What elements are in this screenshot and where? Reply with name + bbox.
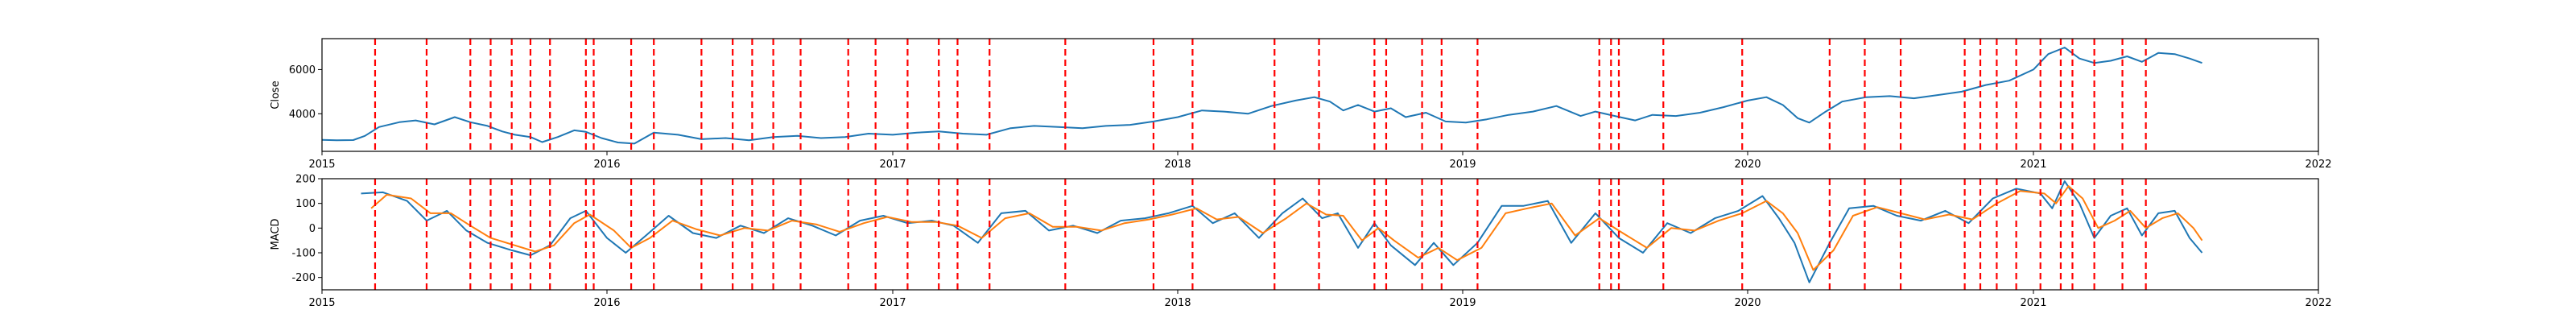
x-tick-label-7: 2022 — [2305, 297, 2331, 309]
x-tick-label-0: 2015 — [308, 297, 335, 309]
x-tick-label-2: 2017 — [879, 297, 906, 309]
x-tick-label-0: 2015 — [308, 159, 335, 171]
axes-frame — [321, 178, 2319, 291]
y-tick-label-1: -100 — [291, 248, 316, 260]
x-tick-label-5: 2020 — [1734, 159, 1761, 171]
y-tick-label-2: 0 — [309, 223, 316, 235]
x-tick-label-6: 2021 — [2020, 297, 2046, 309]
x-tick-label-3: 2018 — [1164, 159, 1191, 171]
x-tick-label-7: 2022 — [2305, 159, 2331, 171]
y-tick-label-3: 100 — [295, 198, 316, 210]
y-tick-label-4: 200 — [295, 174, 316, 186]
x-tick-label-3: 2018 — [1164, 297, 1191, 309]
x-tick-label-2: 2017 — [879, 159, 906, 171]
x-tick-label-4: 2019 — [1449, 297, 1476, 309]
series-line-0 — [322, 47, 2202, 145]
y-axis-label: MACD — [270, 219, 282, 250]
x-tick-label-1: 2016 — [593, 159, 620, 171]
macd-panel: 2015 2016 2017 2018 2019 2020 2021 2022 -200 -100… — [270, 174, 2332, 310]
y-axis-label: Close — [270, 80, 282, 109]
plot-area — [361, 179, 2203, 290]
series-line-1 — [370, 185, 2203, 271]
y-tick-label-1: 6000 — [289, 64, 316, 76]
x-tick-label-1: 2016 — [593, 297, 620, 309]
y-tick-label-0: -200 — [291, 272, 316, 284]
x-tick-label-4: 2019 — [1449, 159, 1476, 171]
close-price-panel: 2015 2016 2017 2018 2019 2020 2021 2022 4000 6000… — [270, 38, 2332, 171]
x-tick-label-5: 2020 — [1734, 297, 1761, 309]
x-tick-label-6: 2021 — [2020, 159, 2046, 171]
axes-frame — [321, 38, 2319, 152]
y-tick-label-0: 4000 — [289, 109, 316, 121]
plot-area — [322, 39, 2202, 151]
